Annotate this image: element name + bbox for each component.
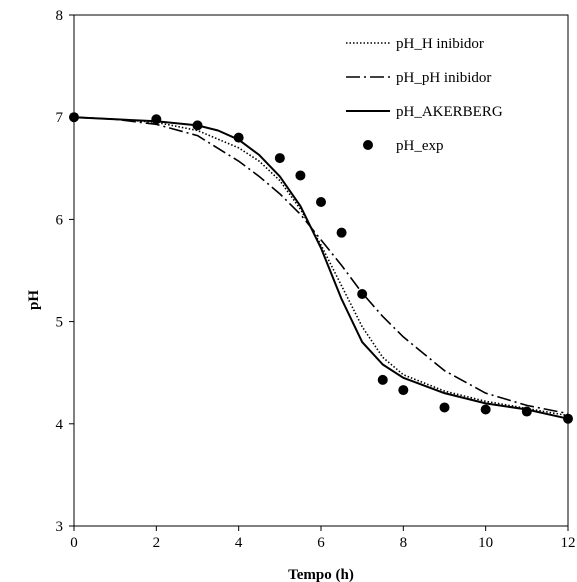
data-point-ph-exp xyxy=(274,153,285,164)
series-line-ph-akerberg xyxy=(73,116,569,420)
data-point-ph-exp xyxy=(69,112,79,123)
legend-label-ph-ph-inibidor: pH_pH inibidor xyxy=(396,70,491,86)
x-tick-label: 0 xyxy=(70,535,78,551)
legend-label-ph-h-inibidor: pH_H inibidor xyxy=(396,36,484,52)
data-point-ph-exp xyxy=(316,197,326,208)
x-tick-label: 10 xyxy=(478,535,493,551)
y-tick-label: 6 xyxy=(56,212,64,228)
legend-label-ph-akerberg: pH_AKERBERG xyxy=(396,104,503,120)
y-tick-label: 8 xyxy=(56,8,64,24)
data-point-ph-exp xyxy=(151,114,162,125)
data-point-ph-exp xyxy=(357,289,368,300)
series-line-ph-h-inibidor xyxy=(73,116,569,417)
x-tick-label: 2 xyxy=(153,535,161,551)
legend-label-ph-exp: pH_exp xyxy=(396,138,444,154)
data-point-ph-exp xyxy=(377,374,388,385)
legend-marker-ph-exp xyxy=(363,140,373,150)
x-axis-title: Tempo (h) xyxy=(288,567,354,582)
data-point-ph-exp xyxy=(336,227,347,238)
data-point-ph-exp xyxy=(192,120,203,131)
data-point-ph-exp xyxy=(398,385,409,396)
y-axis-ticks: 3 4 5 6 7 8 xyxy=(56,8,74,535)
data-point-ph-exp xyxy=(480,404,491,415)
y-tick-label: 4 xyxy=(56,417,64,433)
x-tick-label: 4 xyxy=(235,535,243,551)
series-line-ph-ph-inibidor xyxy=(73,116,569,415)
y-axis-title: pH xyxy=(26,290,42,310)
x-tick-label: 6 xyxy=(317,535,325,551)
data-point-ph-exp xyxy=(233,132,244,143)
plot-area-frame xyxy=(73,14,569,527)
y-tick-label: 5 xyxy=(56,315,64,331)
data-point-ph-exp xyxy=(521,406,532,417)
data-point-ph-exp xyxy=(439,402,450,413)
x-axis-ticks: 0 2 4 6 8 10 12 xyxy=(70,526,576,551)
x-tick-label: 8 xyxy=(400,535,408,551)
legend: pH_H inibidor pH_pH inibidor pH_AKERBERG pH… xyxy=(346,36,503,154)
x-tick-label: 12 xyxy=(561,535,576,551)
data-point-ph-exp xyxy=(563,413,573,424)
series-layer xyxy=(69,112,573,424)
y-tick-label: 7 xyxy=(56,110,64,126)
y-tick-label: 3 xyxy=(56,519,64,535)
data-point-ph-exp xyxy=(295,170,306,181)
